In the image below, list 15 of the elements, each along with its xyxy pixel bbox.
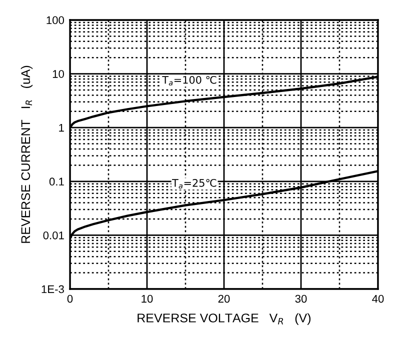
text: REVERSE VOLTAGE V$_{R}$ (V) (138, 313, 310, 325)
y-tick-label: 10 (52, 70, 64, 78)
x-tick-label: 20 (218, 294, 230, 303)
text: REVERSE CURRENT I$_{R}$ (uA) (20, 66, 33, 243)
y-tick-label: 0.1 (49, 178, 64, 186)
y-tick-label: 1E-3 (42, 285, 64, 294)
y-tick-label: 1 (59, 124, 64, 132)
annotation: T$_{a}$=100 ℃ (162, 76, 216, 86)
x-tick-label: 30 (295, 294, 307, 303)
y-tick-label: 0.01 (43, 231, 64, 240)
y-tick-label: 100 (46, 16, 64, 24)
annotation: T$_{a}$=25℃ (172, 178, 216, 189)
x-tick-label: 10 (142, 294, 153, 303)
x-tick-label: 40 (372, 294, 384, 303)
x-tick-label: 0 (67, 294, 73, 303)
